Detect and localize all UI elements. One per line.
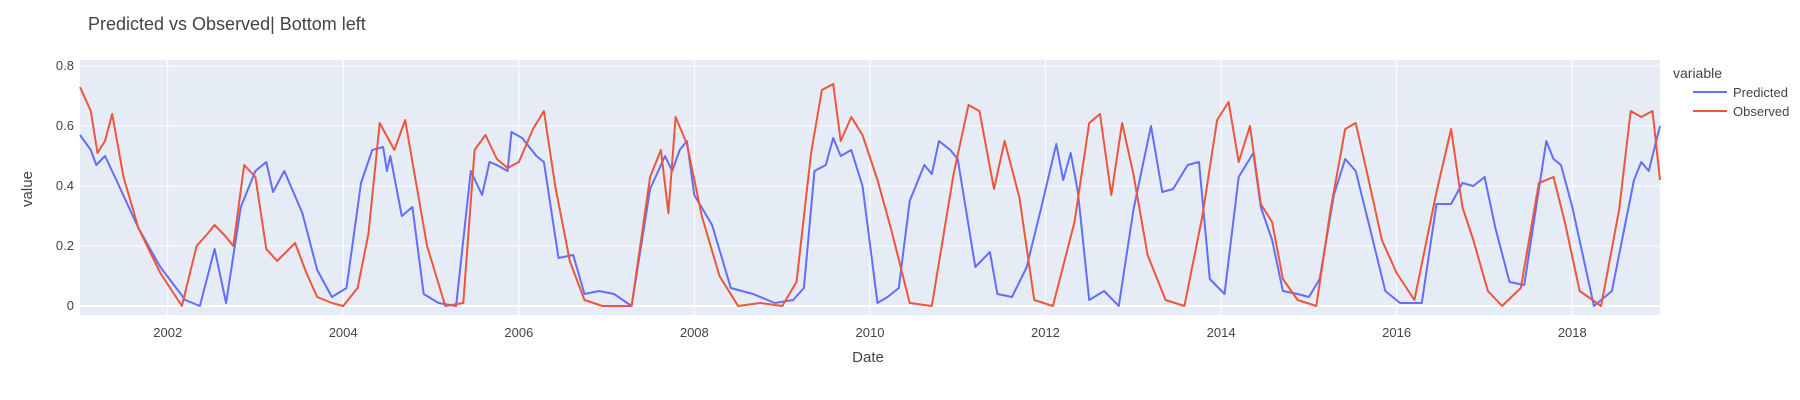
legend[interactable]: variable Predicted Observed xyxy=(1673,65,1789,119)
x-tick-label: 2004 xyxy=(329,325,358,340)
legend-item-predicted[interactable]: Predicted xyxy=(1693,85,1788,100)
y-axis-title: value xyxy=(19,171,36,207)
legend-title: variable xyxy=(1673,65,1722,81)
chart-title: Predicted vs Observed| Bottom left xyxy=(88,14,366,34)
y-tick-label: 0.6 xyxy=(56,118,74,133)
x-tick-label: 2002 xyxy=(153,325,182,340)
legend-label-predicted: Predicted xyxy=(1733,85,1788,100)
x-tick-label: 2016 xyxy=(1382,325,1411,340)
x-tick-label: 2008 xyxy=(680,325,709,340)
legend-item-observed[interactable]: Observed xyxy=(1693,104,1789,119)
x-tick-label: 2006 xyxy=(504,325,533,340)
x-tick-label: 2014 xyxy=(1207,325,1236,340)
series-line-predicted[interactable] xyxy=(79,125,1661,307)
tick-labels: 2002 2004 2006 2008 2010 2012 2014 2016 2018 0 0.2… xyxy=(56,58,1587,340)
legend-label-observed: Observed xyxy=(1733,104,1789,119)
x-tick-label: 2010 xyxy=(856,325,885,340)
series-line-observed[interactable] xyxy=(79,83,1661,307)
y-tick-label: 0.8 xyxy=(56,58,74,73)
x-axis-title: Date xyxy=(852,349,884,366)
series-lines xyxy=(79,83,1661,307)
y-tick-label: 0 xyxy=(67,298,74,313)
x-tick-label: 2012 xyxy=(1031,325,1060,340)
y-tick-label: 0.2 xyxy=(56,238,74,253)
x-tick-label: 2018 xyxy=(1558,325,1587,340)
y-tick-label: 0.4 xyxy=(56,178,74,193)
